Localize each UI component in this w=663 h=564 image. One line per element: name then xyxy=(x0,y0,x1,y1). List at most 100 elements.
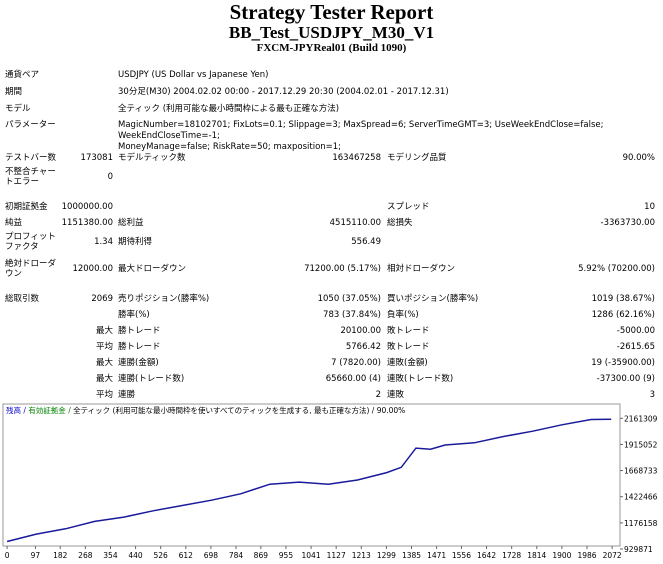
balance-line xyxy=(6,418,612,543)
x-tick-label: 1814 xyxy=(527,551,546,560)
info-label: モデル xyxy=(5,104,31,114)
stat-value: 2069 xyxy=(91,294,113,304)
stat-value: 7 (7820.00) xyxy=(331,358,381,368)
stat-label: 連勝(金額) xyxy=(118,358,159,368)
stat-label: 連敗(金額) xyxy=(387,358,428,368)
stat-value: 5766.42 xyxy=(345,342,381,352)
stats-row: 最大 連勝(トレード数) 65660.00 (4) 連敗(トレード数) -37300.0… xyxy=(0,373,663,385)
stat-value: -2615.65 xyxy=(616,342,655,352)
stat-value: 783 (37.84%) xyxy=(323,310,381,320)
x-tick-label: 955 xyxy=(279,551,294,560)
y-tick-label: 1668733 xyxy=(624,467,658,476)
stat-value: 1050 (37.05%) xyxy=(317,294,381,304)
legend: 残高 / 有効証拠金 / 全ティック (利用可能な最小時間枠を使いすべてのティッ… xyxy=(6,405,405,415)
x-tick-label: 784 xyxy=(229,551,244,560)
server-name: FXCM-JPYReal01 (Build 1090) xyxy=(256,42,407,54)
info-row: パラメーター MagicNumber=18102701; FixLots=0.1;… xyxy=(0,120,663,152)
legend-item: 残高 / xyxy=(6,405,26,415)
stat-value: 163467258 xyxy=(332,153,381,163)
x-tick-label: 1213 xyxy=(352,551,371,560)
info-value: USDJPY (US Dollar vs Japanese Yen) xyxy=(118,70,658,81)
info-value-line: MoneyManage=false; RiskRate=50; maxposit… xyxy=(118,142,342,152)
stat-label: 買いポジション(勝率%) xyxy=(387,294,479,304)
x-tick-label: 698 xyxy=(204,551,219,560)
x-tick-label: 1642 xyxy=(477,551,496,560)
stat-value: 71200.00 (5.17%) xyxy=(304,264,381,274)
stat-label: モデリング品質 xyxy=(387,153,447,163)
stat-value: 20100.00 xyxy=(340,326,381,336)
stat-value: 12000.00 xyxy=(72,264,113,274)
info-value: 30分足(M30) 2004.02.02 00:00 - 2017.12.29 … xyxy=(118,87,658,98)
y-tick-label: 2161309 xyxy=(624,414,658,423)
stat-value: 1.34 xyxy=(94,237,113,247)
stat-value: 556.49 xyxy=(351,237,381,247)
report-title: Strategy Tester Report xyxy=(229,0,434,24)
stat-label: 連勝(トレード数) xyxy=(118,374,185,384)
legend-item: 全ティック (利用可能な最小時間枠を使いすべてのティックを生成する, 最も正確な… xyxy=(73,405,405,415)
stat-value: -5000.00 xyxy=(616,326,655,336)
stat-value: 4515110.00 xyxy=(329,218,381,228)
stat-label: プロフィットファクタ xyxy=(5,232,56,252)
stat-label: モデルティック数 xyxy=(118,153,186,163)
x-tick-label: 440 xyxy=(128,551,143,560)
legend-item: 有効証拠金 / xyxy=(28,405,71,415)
stat-value: 1151380.00 xyxy=(61,218,113,228)
stat-label: 敗トレード xyxy=(387,342,430,352)
stat-label: 勝トレード xyxy=(118,326,161,336)
stat-value: 最大 xyxy=(95,358,113,368)
stat-value: 3 xyxy=(649,390,655,400)
stat-value: 0 xyxy=(107,172,113,182)
info-value: MagicNumber=18102701; FixLots=0.1; Slipp… xyxy=(118,120,658,152)
stat-value: 65660.00 (4) xyxy=(325,374,381,384)
x-tick-label: 1127 xyxy=(327,551,346,560)
stat-label: 純益 xyxy=(5,218,23,228)
stats-row: 勝率(%) 783 (37.84%) 負率(%) 1286 (62.16%) xyxy=(0,309,663,321)
x-tick-label: 2072 xyxy=(603,551,622,560)
x-tick-label: 354 xyxy=(103,551,118,560)
x-tick-label: 268 xyxy=(78,551,93,560)
stat-label: 総取引数 xyxy=(5,294,40,304)
stat-label: スプレッド xyxy=(387,202,430,212)
stats-row: 最大 勝トレード 20100.00 敗トレード -5000.00 xyxy=(0,325,663,337)
stat-value: 5.92% (70200.00) xyxy=(578,264,655,274)
stat-value: 10 xyxy=(644,202,655,212)
stats-row: 純益 1151380.00 総利益 4515110.00 総損失 -3363730.00 xyxy=(0,217,663,229)
stats-row: 総取引数 2069 売りポジション(勝率%) 1050 (37.05%) 買いポジション… xyxy=(0,293,663,305)
x-tick-label: 1900 xyxy=(552,551,571,560)
stat-label: 連勝 xyxy=(118,390,136,400)
stat-value: 1286 (62.16%) xyxy=(591,310,655,320)
stat-value: -37300.00 (9) xyxy=(596,374,655,384)
stat-label: 売りポジション(勝率%) xyxy=(118,294,210,304)
stat-value: 173081 xyxy=(80,153,113,163)
stat-value: 90.00% xyxy=(622,153,655,163)
stat-label: 負率(%) xyxy=(387,310,419,320)
stats-row: 最大 連勝(金額) 7 (7820.00) 連敗(金額) 19 (-35900.00) xyxy=(0,357,663,369)
stat-value: 最大 xyxy=(95,326,113,336)
x-tick-label: 182 xyxy=(53,551,68,560)
info-value-line: MagicNumber=18102701; FixLots=0.1; Slipp… xyxy=(118,120,604,141)
x-tick-label: 1728 xyxy=(502,551,521,560)
stat-value: 1000000.00 xyxy=(61,202,113,212)
stat-label: 総損失 xyxy=(387,218,413,228)
stat-label: 連敗 xyxy=(387,390,405,400)
y-tick-label: 1915052 xyxy=(624,440,658,449)
stat-label: 相対ドローダウン xyxy=(387,264,456,274)
stat-label: 絶対ドローダウン xyxy=(5,259,57,279)
x-tick-label: 97 xyxy=(31,551,41,560)
x-tick-label: 869 xyxy=(254,551,269,560)
stat-label: 勝トレード xyxy=(118,342,161,352)
x-tick-label: 1556 xyxy=(452,551,471,560)
info-value-line: 30分足(M30) 2004.02.02 00:00 - 2017.12.29 … xyxy=(118,87,449,97)
stats-row: 平均 勝トレード 5766.42 敗トレード -2615.65 xyxy=(0,341,663,353)
info-value: 全ティック (利用可能な最小時間枠による最も正確な方法) xyxy=(118,104,658,115)
stats-row: 絶対ドローダウン 12000.00 最大ドローダウン 71200.00 (5.17%)… xyxy=(0,258,663,280)
stat-label: 初期証拠金 xyxy=(5,202,48,212)
y-tick-label: 1422466 xyxy=(624,493,658,502)
info-row: 期間 30分足(M30) 2004.02.02 00:00 - 2017.12.2… xyxy=(0,87,663,98)
chart-frame xyxy=(2,403,621,547)
info-value-line: USDJPY (US Dollar vs Japanese Yen) xyxy=(118,70,269,80)
stat-label: 総利益 xyxy=(118,218,144,228)
x-tick-label: 0 xyxy=(5,551,10,560)
x-tick-label: 612 xyxy=(179,551,194,560)
